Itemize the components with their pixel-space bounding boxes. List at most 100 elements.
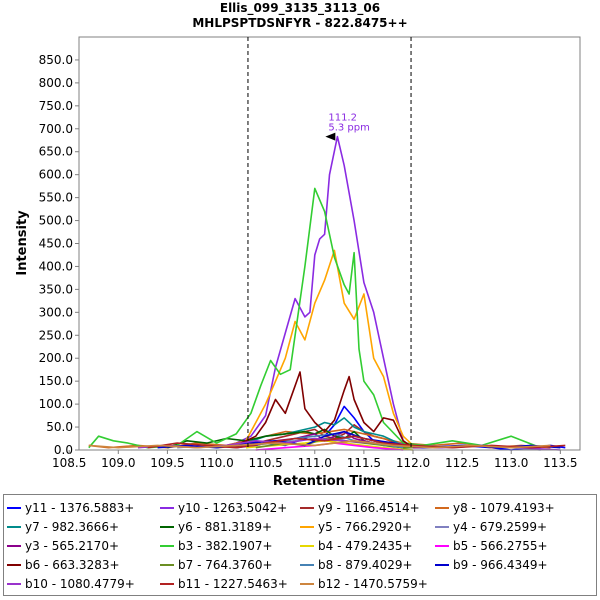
peak-annotation: 111.25.3 ppm	[325, 113, 370, 141]
x-tick-label: 111.5	[347, 456, 381, 470]
legend-label: y11 - 1376.5883+	[25, 501, 135, 515]
legend: y11 - 1376.5883+ y10 - 1263.5042+ y9 - 116…	[3, 494, 597, 596]
legend-swatch	[435, 544, 449, 547]
y-tick-label: 350.0	[39, 282, 73, 296]
legend-item: b5 - 566.2755+	[435, 539, 548, 553]
legend-label: b6 - 663.3283+	[25, 558, 120, 572]
legend-item: b7 - 764.3760+	[160, 558, 273, 572]
x-tick-label: 112.0	[396, 456, 430, 470]
legend-item: y6 - 881.3189+	[160, 520, 272, 534]
y-tick-label: 450.0	[39, 237, 73, 251]
legend-swatch	[300, 525, 314, 528]
x-tick-label: 110.5	[248, 456, 282, 470]
y-tick-label: 750.0	[39, 99, 73, 113]
series-line-6	[245, 249, 414, 446]
x-tick-label: 112.5	[445, 456, 479, 470]
legend-label: b11 - 1227.5463+	[178, 577, 288, 591]
y-tick-label: 200.0	[39, 351, 73, 365]
x-tick-label: 113.0	[494, 456, 528, 470]
legend-swatch	[300, 582, 314, 585]
legend-item: y9 - 1166.4514+	[300, 501, 420, 515]
chart-subtitle: MHLPSPTDSNFYR - 822.8475++	[192, 16, 407, 30]
legend-label: b10 - 1080.4779+	[25, 577, 135, 591]
legend-label: y5 - 766.2920+	[318, 520, 413, 534]
legend-swatch	[300, 544, 314, 547]
legend-swatch	[160, 544, 174, 547]
legend-swatch	[300, 506, 314, 509]
legend-swatch	[7, 506, 21, 509]
y-tick-label: 100.0	[39, 397, 73, 411]
legend-item: b12 - 1470.5759+	[300, 577, 428, 591]
legend-item: y8 - 1079.4193+	[435, 501, 555, 515]
legend-item: b10 - 1080.4779+	[7, 577, 135, 591]
series-line-10	[245, 439, 414, 451]
y-axis-label: Intensity	[15, 210, 30, 276]
legend-item: y11 - 1376.5883+	[7, 501, 134, 515]
legend-item: y7 - 982.3666+	[7, 520, 119, 534]
legend-label: y8 - 1079.4193+	[453, 501, 555, 515]
legend-swatch	[300, 563, 314, 566]
x-tick-label: 108.5	[52, 456, 86, 470]
chart-canvas: Ellis_099_3135_3113_06 MHLPSPTDSNFYR - 8…	[15, 1, 581, 489]
y-tick-label: 400.0	[39, 259, 73, 273]
y-tick-label: 600.0	[39, 168, 73, 182]
peak-ppm-label: 5.3 ppm	[328, 123, 370, 134]
peak-marker-icon	[325, 132, 336, 141]
legend-label: y9 - 1166.4514+	[318, 501, 420, 515]
legend-label: b5 - 566.2755+	[453, 539, 548, 553]
legend-item: b9 - 966.4349+	[435, 558, 548, 572]
legend-swatch	[160, 525, 174, 528]
legend-label: b12 - 1470.5759+	[318, 577, 428, 591]
y-tick-label: 500.0	[39, 214, 73, 228]
legend-swatch	[435, 563, 449, 566]
x-tick-label: 113.5	[543, 456, 577, 470]
y-tick-label: 0.0	[54, 443, 73, 457]
y-tick-label: 650.0	[39, 145, 73, 159]
x-tick-label: 109.5	[150, 456, 184, 470]
legend-label: b9 - 966.4349+	[453, 558, 548, 572]
legend-item: y10 - 1263.5042+	[160, 501, 287, 515]
legend-label: y7 - 982.3666+	[25, 520, 120, 534]
legend-item: b11 - 1227.5463+	[160, 577, 288, 591]
x-tick-label: 109.0	[101, 456, 135, 470]
y-tick-label: 150.0	[39, 374, 73, 388]
x-axis: 108.5 109.0 109.5 110.0 110.5 111.0 111.5 112.0…	[52, 449, 580, 470]
y-tick-label: 550.0	[39, 191, 73, 205]
legend-swatch	[435, 506, 449, 509]
legend-swatch	[7, 582, 21, 585]
legend-swatch	[435, 525, 449, 528]
legend-item: b3 - 382.1907+	[160, 539, 273, 553]
legend-swatch	[160, 563, 174, 566]
legend-label: b7 - 764.3760+	[178, 558, 273, 572]
legend-label: b3 - 382.1907+	[178, 539, 273, 553]
legend-item: y4 - 679.2599+	[435, 520, 547, 534]
y-tick-label: 800.0	[39, 76, 73, 90]
series-line-18	[88, 439, 551, 449]
legend-label: y6 - 881.3189+	[178, 520, 273, 534]
legend-label: b8 - 879.4029+	[318, 558, 413, 572]
legend-swatch	[7, 525, 21, 528]
y-tick-label: 50.0	[46, 420, 73, 434]
legend-item: y5 - 766.2920+	[300, 520, 412, 534]
legend-swatch	[160, 506, 174, 509]
series-layer	[88, 135, 566, 451]
integration-bounds	[247, 37, 412, 450]
legend-swatch	[7, 563, 21, 566]
legend-item: b8 - 879.4029+	[300, 558, 413, 572]
legend-label: y3 - 565.2170+	[25, 539, 120, 553]
legend-label: y10 - 1263.5042+	[178, 501, 288, 515]
y-tick-label: 850.0	[39, 53, 73, 67]
peak-rt-label: 111.2	[328, 113, 357, 124]
legend-swatch	[7, 544, 21, 547]
legend-label: b4 - 479.2435+	[318, 539, 413, 553]
chart-title: Ellis_099_3135_3113_06	[220, 1, 380, 16]
legend-item: b4 - 479.2435+	[300, 539, 413, 553]
x-tick-label: 111.0	[298, 456, 332, 470]
series-line-12	[235, 371, 414, 449]
legend-item: y3 - 565.2170+	[7, 539, 119, 553]
x-tick-label: 110.0	[199, 456, 233, 470]
y-tick-label: 250.0	[39, 328, 73, 342]
legend-label: y4 - 679.2599+	[453, 520, 548, 534]
y-axis: 0.0 50.0 100.0 150.0 200.0 250.0 300.0 350.0 400…	[39, 37, 80, 457]
